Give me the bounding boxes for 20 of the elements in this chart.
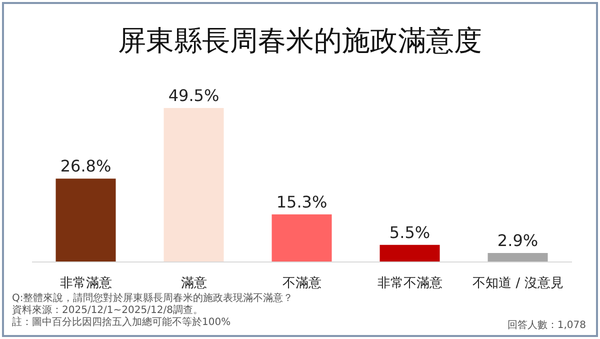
bar — [380, 244, 440, 262]
x-tick-label: 不知道 / 沒意見 — [472, 276, 564, 292]
text: Q:整體來說，請問您對於屏東縣長周春米的施政表現滿不滿意？ — [12, 293, 294, 304]
x-tick-label: 不滿意 — [282, 276, 322, 292]
data-label: 15.3% — [276, 192, 328, 212]
data-label: 5.5% — [389, 222, 430, 242]
x-tick-label: 非常滿意 — [60, 276, 112, 292]
text: 回答人數：1,078 — [507, 319, 586, 332]
data-label: 2.9% — [497, 230, 538, 250]
x-tick-label: 非常不滿意 — [378, 276, 442, 292]
bar — [488, 252, 548, 262]
bar — [164, 108, 224, 262]
bar — [272, 214, 332, 262]
bar — [56, 178, 116, 262]
source-note: 資料來源：2025/12/1~2025/12/8調查。 — [12, 305, 204, 316]
data-label: 26.8% — [60, 156, 112, 176]
chart-title: 屏東縣長周春米的施政滿意度 — [117, 23, 483, 59]
text: 註：圖中百分比因四捨五入加總可能不等於100% — [12, 317, 232, 329]
x-tick-label: 滿意 — [181, 276, 207, 292]
data-label: 49.5% — [168, 86, 220, 105]
